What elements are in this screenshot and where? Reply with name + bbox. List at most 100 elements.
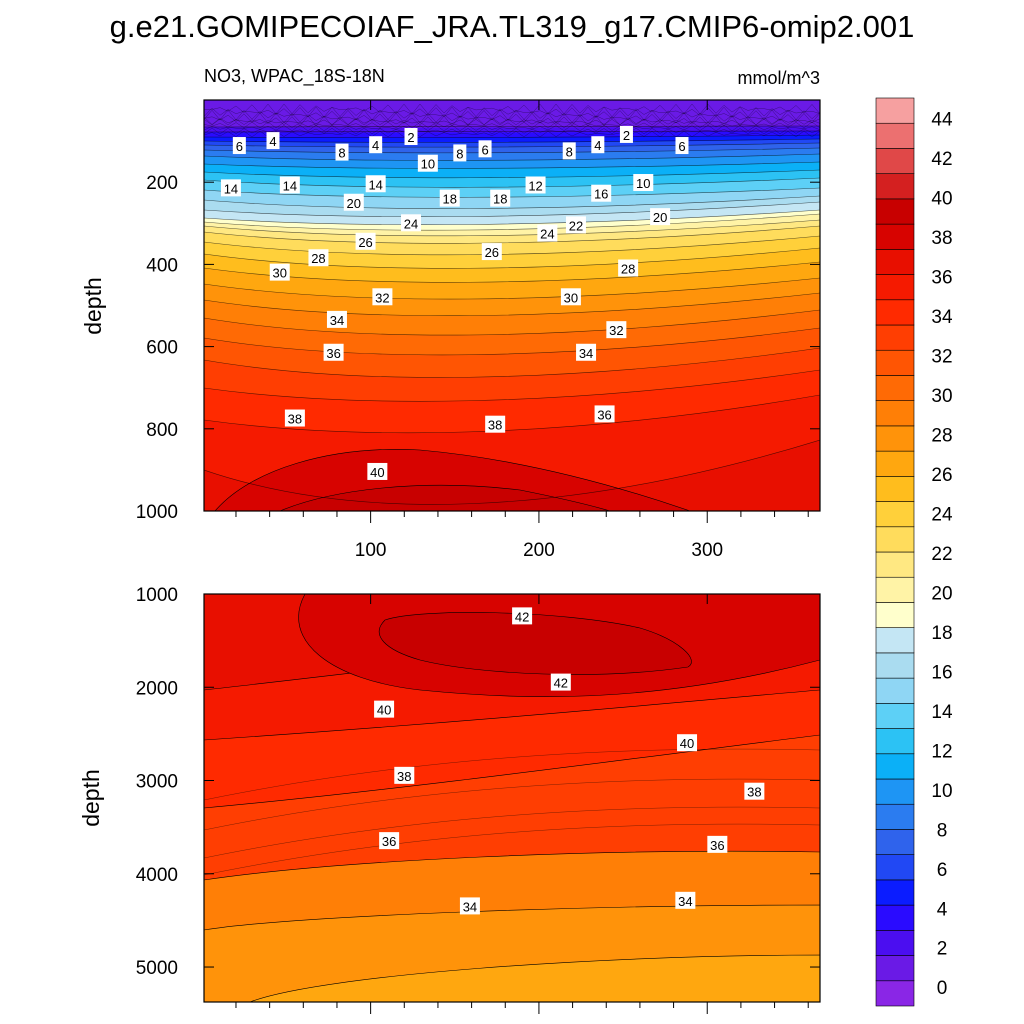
contour-label: 40 (374, 700, 395, 718)
contour-label: 2 (619, 125, 633, 143)
y-tick-label: 1000 (136, 585, 178, 606)
colorbar-swatch (875, 501, 915, 528)
contour-label-box (308, 249, 329, 267)
colorbar-swatch (875, 400, 915, 427)
colorbar-swatch (875, 703, 915, 729)
contour-label-text: 8 (566, 144, 573, 159)
colorbar-swatch (875, 652, 915, 679)
contour-label: 4 (591, 136, 605, 154)
contour-label: 32 (606, 321, 627, 339)
upper-contour-line (204, 261, 820, 283)
contour-label-box (606, 321, 627, 339)
contour-label: 8 (562, 142, 576, 160)
contour-label-box (365, 175, 386, 193)
contour-label-box (394, 766, 415, 784)
contour-label: 30 (269, 263, 290, 281)
y-tick-label: 3000 (136, 772, 178, 793)
upper-contour-line (204, 195, 820, 209)
colorbar-swatch (875, 97, 915, 124)
contour-label-box (619, 125, 633, 143)
colorbar-swatch (875, 274, 915, 301)
contour-label-box (335, 143, 349, 161)
contour-label: 36 (379, 832, 400, 850)
contour-label: 8 (453, 144, 467, 162)
colorbar-swatch (875, 803, 915, 830)
contour-label: 38 (744, 782, 765, 800)
contour-label-box (618, 259, 639, 277)
colorbar-tick-label: 8 (937, 820, 948, 841)
contour-label-box (744, 782, 765, 800)
contour-label: 24 (401, 214, 422, 232)
contour-label-box (591, 136, 605, 154)
contour-label-box (232, 137, 246, 155)
contour-label-text: 36 (710, 838, 724, 853)
contour-label: 22 (565, 216, 586, 234)
contour-label: 40 (367, 462, 388, 480)
contour-label: 14 (220, 179, 241, 197)
contour-label: 36 (707, 835, 728, 853)
contour-label-box (369, 136, 383, 154)
lower-panel: 42 42 40 40 38 38 36 36 34 34 1000 2000 3000 4000 500… (78, 585, 821, 1014)
y-tick-label: 200 (146, 173, 178, 194)
contour-label-box (220, 179, 241, 197)
contour-label-text: 6 (481, 142, 488, 157)
contour-label-text: 34 (330, 313, 344, 328)
contour-label-text: 8 (338, 146, 345, 161)
contour-label: 6 (478, 140, 492, 158)
colorbar-swatch (875, 829, 915, 855)
contour-label-text: 24 (540, 227, 554, 242)
contour-label-text: 14 (224, 181, 238, 196)
contour-label-text: 26 (358, 235, 372, 250)
colorbar-swatch (875, 602, 915, 628)
colorbar-tick-label: 38 (931, 228, 952, 249)
contour-label-text: 40 (370, 465, 384, 480)
contour-label-text: 4 (269, 134, 276, 149)
lower-contour-labels: 42 42 40 40 38 38 36 36 34 34 (374, 607, 765, 915)
upper-contour-line (204, 277, 820, 300)
lower-contour-line (204, 778, 820, 831)
contour-label-box (417, 154, 438, 172)
contour-label-box (550, 673, 571, 691)
contour-label: 4 (266, 132, 280, 150)
contour-label-box (279, 176, 300, 194)
upper-surface-contour (204, 124, 820, 132)
contour-label: 26 (481, 243, 502, 261)
colorbar-swatch (875, 980, 915, 1007)
colorbar-swatch (875, 904, 915, 931)
contour-label-text: 36 (326, 346, 340, 361)
contour-label-box (591, 184, 612, 202)
colorbar-tick-label: 6 (937, 860, 948, 881)
colorbar-swatch (875, 349, 915, 376)
upper-contour-line (204, 327, 820, 356)
colorbar-tick-label: 18 (931, 623, 952, 644)
contour-label: 10 (417, 154, 438, 172)
contour-label: 6 (675, 137, 689, 155)
contour-label: 14 (365, 175, 386, 193)
contour-label-text: 34 (678, 894, 692, 909)
colorbar-swatch (875, 526, 915, 553)
contour-label-text: 38 (747, 785, 761, 800)
upper-contour-line (204, 147, 820, 154)
contour-label-box (459, 897, 480, 915)
contour-label-box (326, 310, 347, 328)
upper-contour-bands (204, 100, 820, 511)
colorbar-swatch (875, 930, 915, 956)
contour-label: 20 (343, 193, 364, 211)
lower-frame (203, 593, 821, 1003)
contour-label-text: 40 (377, 703, 391, 718)
contour-label-text: 38 (397, 769, 411, 784)
upper-surface-contour (204, 103, 820, 115)
contour-label-text: 8 (456, 146, 463, 161)
upper-contour-line (204, 153, 820, 161)
colorbar-tick-label: 10 (931, 781, 952, 802)
contour-label: 40 (677, 734, 698, 752)
colorbar-tick-label: 32 (931, 347, 952, 368)
colorbar-swatch (875, 677, 915, 704)
contour-label-text: 2 (623, 128, 630, 143)
colorbar: 0246810121416182022242628303234363840424… (875, 97, 953, 1007)
contour-label-box (576, 343, 597, 361)
contour-label-text: 10 (421, 157, 435, 172)
contour-label-text: 42 (515, 609, 529, 624)
contour-label-box (372, 288, 393, 306)
